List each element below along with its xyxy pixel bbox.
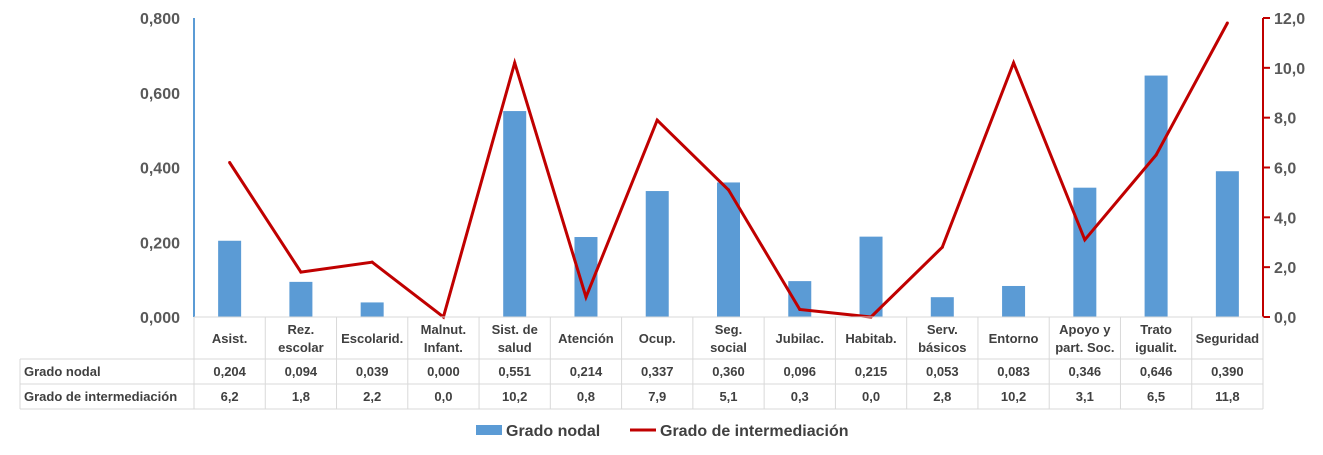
table-cell-grado-nodal: 0,390 bbox=[1211, 364, 1244, 379]
category-label: Serv. básicos bbox=[918, 322, 966, 355]
category-label: Apoyo y part. Soc. bbox=[1055, 322, 1114, 355]
line-point bbox=[299, 270, 303, 274]
table-cell-grado-nodal: 0,346 bbox=[1069, 364, 1102, 379]
table-cell-grado-nodal: 0,337 bbox=[641, 364, 674, 379]
right-tick-label: 10,0 bbox=[1274, 61, 1305, 78]
bar bbox=[289, 281, 313, 317]
bar bbox=[360, 302, 384, 317]
right-tick-label: 12,0 bbox=[1274, 11, 1305, 28]
bar bbox=[645, 191, 669, 317]
line-point bbox=[228, 161, 232, 165]
table-cell-grado-intermediacion: 0,0 bbox=[434, 389, 452, 404]
table-cell-grado-nodal: 0,039 bbox=[356, 364, 389, 379]
line-point bbox=[584, 295, 588, 299]
right-tick-label: 8,0 bbox=[1274, 111, 1296, 128]
line-point bbox=[1083, 238, 1087, 242]
bar bbox=[503, 111, 527, 317]
left-tick-label: 0,000 bbox=[140, 310, 180, 327]
legend-label-grado-intermediacion: Grado de intermediación bbox=[660, 423, 848, 440]
right-tick-label: 6,0 bbox=[1274, 161, 1296, 178]
table-cell-grado-nodal: 0,646 bbox=[1140, 364, 1173, 379]
table-cell-grado-intermediacion: 0,3 bbox=[791, 389, 809, 404]
table-cell-grado-intermediacion: 2,8 bbox=[933, 389, 951, 404]
table-cell-grado-intermediacion: 2,2 bbox=[363, 389, 381, 404]
category-label: Seguridad bbox=[1196, 331, 1260, 346]
table-cell-grado-intermediacion: 7,9 bbox=[648, 389, 666, 404]
category-label: Entorno bbox=[989, 331, 1039, 346]
category-label: Atención bbox=[558, 331, 614, 346]
right-tick-label: 0,0 bbox=[1274, 310, 1296, 327]
category-label: Rez. escolar bbox=[278, 322, 324, 355]
table-cell-grado-intermediacion: 0,8 bbox=[577, 389, 595, 404]
legend-label-grado-nodal: Grado nodal bbox=[506, 423, 600, 440]
bar bbox=[859, 236, 883, 317]
table-cell-grado-intermediacion: 10,2 bbox=[1001, 389, 1026, 404]
table-cell-grado-intermediacion: 10,2 bbox=[502, 389, 527, 404]
category-label: Malnut. Infant. bbox=[421, 322, 467, 355]
bar bbox=[1002, 285, 1026, 317]
table-cell-grado-nodal: 0,094 bbox=[285, 364, 318, 379]
table-cell-grado-nodal: 0,053 bbox=[926, 364, 959, 379]
table-row-label-grado-intermediacion: Grado de intermediación bbox=[24, 389, 177, 404]
category-label: Habitab. bbox=[845, 331, 896, 346]
table-cell-grado-intermediacion: 1,8 bbox=[292, 389, 310, 404]
table-cell-grado-nodal: 0,096 bbox=[783, 364, 816, 379]
right-tick-label: 4,0 bbox=[1274, 210, 1296, 227]
table-cell-grado-intermediacion: 3,1 bbox=[1076, 389, 1094, 404]
table-cell-grado-intermediacion: 11,8 bbox=[1215, 389, 1240, 404]
right-tick-label: 2,0 bbox=[1274, 260, 1296, 277]
table-cell-grado-intermediacion: 6,2 bbox=[221, 389, 239, 404]
data-table: Asist. Rez. escolar Escolarid. Malnut. Infant… bbox=[19, 316, 1264, 410]
bar bbox=[930, 297, 954, 317]
left-axis-ticks: 0,000 0,200 0,400 0,600 0,800 bbox=[140, 11, 180, 327]
table-cell-grado-nodal: 0,360 bbox=[712, 364, 745, 379]
table-cell-grado-nodal: 0,215 bbox=[855, 364, 888, 379]
category-label: Seg. social bbox=[710, 322, 747, 355]
line-point bbox=[1225, 21, 1229, 25]
bar bbox=[1144, 75, 1168, 318]
line-series bbox=[228, 21, 1229, 320]
table-cell-grado-nodal: 0,551 bbox=[498, 364, 531, 379]
left-tick-label: 0,200 bbox=[140, 235, 180, 252]
line-point bbox=[655, 118, 659, 122]
bar bbox=[1215, 171, 1239, 317]
category-label: Trato igualit. bbox=[1135, 322, 1177, 355]
legend: Grado nodal Grado de intermediación bbox=[476, 423, 848, 440]
line-point bbox=[727, 188, 730, 192]
category-label: Ocup. bbox=[639, 331, 676, 346]
category-label: Asist. bbox=[212, 331, 247, 346]
table-row-label-grado-nodal: Grado nodal bbox=[24, 364, 101, 379]
category-label: Sist. de salud bbox=[492, 322, 538, 355]
bar bbox=[717, 182, 740, 317]
bar bbox=[218, 240, 242, 317]
line-point bbox=[940, 245, 944, 249]
bar bbox=[788, 281, 812, 317]
table-cell-grado-intermediacion: 6,5 bbox=[1147, 389, 1165, 404]
line-point bbox=[370, 260, 374, 264]
left-tick-label: 0,800 bbox=[140, 11, 180, 28]
legend-swatch-grado-nodal bbox=[476, 425, 502, 435]
left-tick-label: 0,600 bbox=[140, 86, 180, 103]
table-cell-grado-intermediacion: 5,1 bbox=[719, 389, 737, 404]
table-cell-grado-intermediacion: 0,0 bbox=[862, 389, 880, 404]
line-point bbox=[1154, 153, 1158, 157]
category-label: Escolarid. bbox=[341, 331, 403, 346]
bar-series bbox=[218, 75, 1239, 318]
table-cell-grado-nodal: 0,083 bbox=[997, 364, 1030, 379]
table-cell-grado-nodal: 0,000 bbox=[427, 364, 460, 379]
bar bbox=[574, 237, 598, 317]
line-point bbox=[1012, 61, 1016, 65]
category-label: Jubilac. bbox=[776, 331, 824, 346]
table-cell-grado-nodal: 0,214 bbox=[570, 364, 603, 379]
left-tick-label: 0,400 bbox=[140, 161, 180, 178]
line-point bbox=[513, 61, 517, 65]
right-axis-ticks: 0,0 2,0 4,0 6,0 8,0 10,0 12,0 bbox=[1263, 11, 1305, 327]
line-point bbox=[798, 308, 802, 312]
bar bbox=[1073, 187, 1097, 317]
table-cell-grado-nodal: 0,204 bbox=[213, 364, 246, 379]
